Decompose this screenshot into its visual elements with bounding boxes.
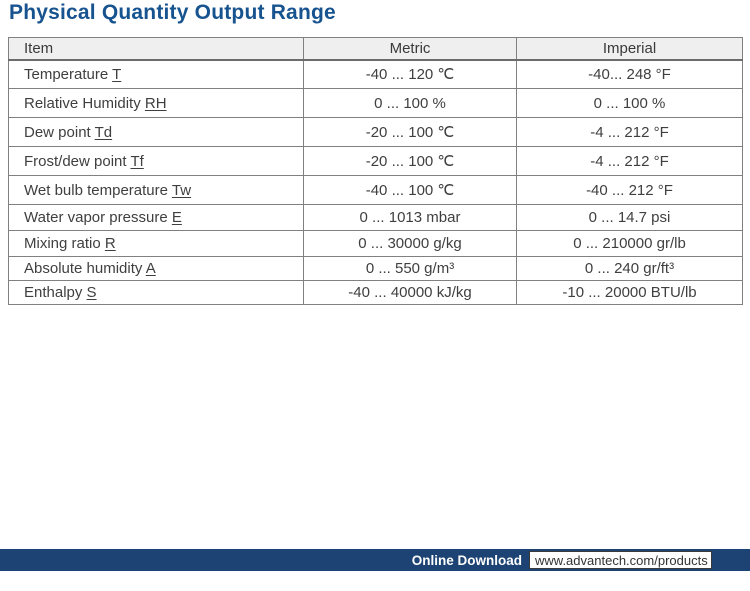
item-cell: Mixing ratio R <box>8 230 304 257</box>
item-label: Mixing ratio <box>24 235 101 252</box>
table-row: Relative Humidity RH 0 ... 100 % 0 ... 1… <box>8 88 743 118</box>
table-row: Water vapor pressure E 0 ... 1013 mbar 0… <box>8 204 743 231</box>
metric-cell: 0 ... 100 % <box>303 88 517 118</box>
metric-cell: -20 ... 100 ℃ <box>303 117 517 147</box>
header-item: Item <box>8 37 304 61</box>
imperial-cell: 0 ... 14.7 psi <box>516 204 743 231</box>
imperial-cell: -40 ... 212 °F <box>516 175 743 205</box>
table-header-row: Item Metric Imperial <box>8 37 743 61</box>
item-symbol: S <box>86 284 97 301</box>
header-metric: Metric <box>303 37 517 61</box>
table-row: Enthalpy S -40 ... 40000 kJ/kg -10 ... 2… <box>8 280 743 305</box>
imperial-cell: 0 ... 210000 gr/lb <box>516 230 743 257</box>
item-label: Temperature <box>24 65 109 83</box>
table-row: Dew point Td -20 ... 100 ℃ -4 ... 212 °F <box>8 117 743 147</box>
item-label: Dew point <box>24 123 91 141</box>
imperial-cell: -10 ... 20000 BTU/lb <box>516 280 743 305</box>
item-cell: Wet bulb temperature Tw <box>8 175 304 205</box>
imperial-cell: -4 ... 212 °F <box>516 117 743 147</box>
item-symbol: Td <box>94 123 113 141</box>
table-row: Frost/dew point Tf -20 ... 100 ℃ -4 ... … <box>8 146 743 176</box>
item-cell: Absolute humidity A <box>8 256 304 281</box>
item-cell: Enthalpy S <box>8 280 304 305</box>
imperial-cell: 0 ... 100 % <box>516 88 743 118</box>
item-label: Relative Humidity <box>24 94 141 112</box>
table-row: Temperature T -40 ... 120 ℃ -40... 248 °… <box>8 59 743 89</box>
table-row: Wet bulb temperature Tw -40 ... 100 ℃ -4… <box>8 175 743 205</box>
footer-bar: Online Download www.advantech.com/produc… <box>0 549 750 571</box>
item-symbol: Tf <box>130 152 144 170</box>
item-cell: Relative Humidity RH <box>8 88 304 118</box>
metric-cell: 0 ... 1013 mbar <box>303 204 517 231</box>
metric-cell: -20 ... 100 ℃ <box>303 146 517 176</box>
metric-cell: 0 ... 550 g/m³ <box>303 256 517 281</box>
item-symbol: T <box>112 65 122 83</box>
imperial-cell: -4 ... 212 °F <box>516 146 743 176</box>
metric-cell: 0 ... 30000 g/kg <box>303 230 517 257</box>
item-label: Frost/dew point <box>24 152 127 170</box>
item-cell: Temperature T <box>8 59 304 89</box>
item-label: Enthalpy <box>24 284 83 301</box>
item-label: Water vapor pressure <box>24 209 168 226</box>
item-label: Wet bulb temperature <box>24 181 168 199</box>
physical-quantity-table: Item Metric Imperial Temperature T -40 .… <box>8 37 743 305</box>
metric-cell: -40 ... 120 ℃ <box>303 59 517 89</box>
item-label: Absolute humidity <box>24 260 143 277</box>
table-row: Mixing ratio R 0 ... 30000 g/kg 0 ... 21… <box>8 230 743 257</box>
metric-cell: -40 ... 40000 kJ/kg <box>303 280 517 305</box>
imperial-cell: 0 ... 240 gr/ft³ <box>516 256 743 281</box>
header-imperial: Imperial <box>516 37 743 61</box>
item-cell: Dew point Td <box>8 117 304 147</box>
imperial-cell: -40... 248 °F <box>516 59 743 89</box>
item-symbol: A <box>145 260 156 277</box>
item-cell: Water vapor pressure E <box>8 204 304 231</box>
url-box[interactable]: www.advantech.com/products <box>529 551 712 569</box>
item-cell: Frost/dew point Tf <box>8 146 304 176</box>
item-symbol: Tw <box>171 181 192 199</box>
table-row: Absolute humidity A 0 ... 550 g/m³ 0 ...… <box>8 256 743 281</box>
item-symbol: RH <box>144 94 167 112</box>
item-symbol: E <box>171 209 182 226</box>
metric-cell: -40 ... 100 ℃ <box>303 175 517 205</box>
item-symbol: R <box>104 235 116 252</box>
url-text[interactable]: www.advantech.com/products <box>535 552 708 568</box>
online-download-label: Online Download <box>411 552 522 568</box>
page-title: Physical Quantity Output Range <box>9 1 336 24</box>
